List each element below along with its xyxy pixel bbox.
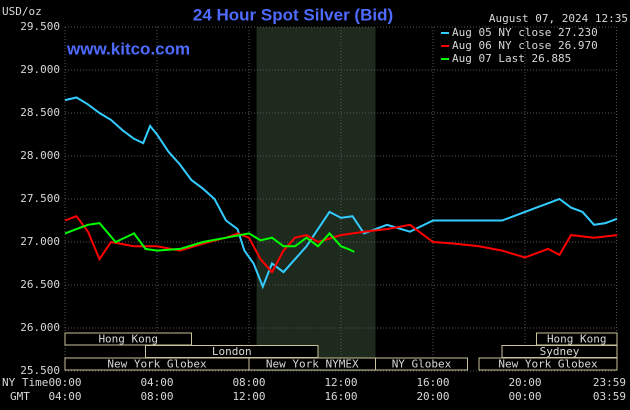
session-label: New York Globex bbox=[498, 358, 598, 371]
session-bar bbox=[375, 357, 468, 371]
series-line bbox=[64, 222, 355, 253]
session-label: New York NYMEX bbox=[266, 358, 359, 371]
x-tick-label-gmt: 04:00 bbox=[48, 390, 81, 403]
y-tick-label: 25.500 bbox=[20, 364, 60, 377]
x-tick-label-gmt: 12:00 bbox=[232, 390, 265, 403]
session-label: New York Globex bbox=[107, 358, 207, 371]
session-label: Hong Kong bbox=[98, 333, 158, 346]
y-tick-label: 29.500 bbox=[20, 20, 60, 33]
session-label: Hong Kong bbox=[547, 333, 607, 346]
shaded-region bbox=[256, 27, 376, 371]
y-axis-label: USD/oz bbox=[2, 5, 42, 18]
session-bar bbox=[64, 332, 192, 346]
series-line bbox=[64, 214, 618, 274]
watermark: www.kitco.com bbox=[66, 39, 190, 58]
x-tick-label: 12:00 bbox=[324, 376, 357, 389]
chart-title: 24 Hour Spot Silver (Bid) bbox=[193, 5, 393, 24]
x-tick-label: 04:00 bbox=[140, 376, 173, 389]
x-row-label: GMT bbox=[10, 390, 30, 403]
legend-label: Aug 06 NY close 26.970 bbox=[452, 39, 598, 52]
x-tick-label-gmt: 00:00 bbox=[508, 390, 541, 403]
x-row-label: NY Time bbox=[2, 376, 48, 389]
session-bar bbox=[478, 357, 618, 371]
session-label: London bbox=[212, 345, 252, 358]
session-label: NY Globex bbox=[392, 358, 452, 371]
timestamp: August 07, 2024 12:35 bbox=[489, 12, 628, 25]
legend-label: Aug 05 NY close 27.230 bbox=[452, 26, 598, 39]
y-tick-label: 26.500 bbox=[20, 278, 60, 291]
x-tick-label-gmt: 08:00 bbox=[140, 390, 173, 403]
session-label: Sydney bbox=[540, 345, 580, 358]
x-tick-label: 16:00 bbox=[416, 376, 449, 389]
legend-label: Aug 07 Last 26.885 bbox=[452, 52, 571, 65]
y-tick-label: 28.500 bbox=[20, 106, 60, 119]
x-tick-label-gmt: 20:00 bbox=[416, 390, 449, 403]
x-tick-label-gmt: 16:00 bbox=[324, 390, 357, 403]
y-tick-label: 26.000 bbox=[20, 321, 60, 334]
x-tick-label: 20:00 bbox=[508, 376, 541, 389]
x-tick-label: 08:00 bbox=[232, 376, 265, 389]
y-tick-label: 27.000 bbox=[20, 235, 60, 248]
x-tick-label: 23:59 bbox=[593, 376, 626, 389]
y-tick-label: 29.000 bbox=[20, 63, 60, 76]
series-line bbox=[64, 96, 618, 290]
x-tick-label: 00:00 bbox=[48, 376, 81, 389]
y-tick-label: 27.500 bbox=[20, 192, 60, 205]
y-tick-label: 28.000 bbox=[20, 149, 60, 162]
x-tick-label-gmt: 03:59 bbox=[593, 390, 626, 403]
